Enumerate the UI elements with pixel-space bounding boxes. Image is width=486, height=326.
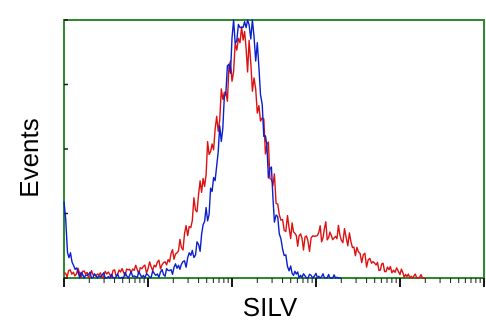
x-axis-title: SILV	[243, 292, 298, 322]
series-line-1	[63, 26, 426, 279]
series-line-2	[63, 19, 342, 279]
plot-frame	[63, 19, 485, 279]
series-group	[63, 19, 426, 279]
y-axis-title: Events	[14, 118, 44, 198]
axis-ticks	[63, 19, 485, 287]
